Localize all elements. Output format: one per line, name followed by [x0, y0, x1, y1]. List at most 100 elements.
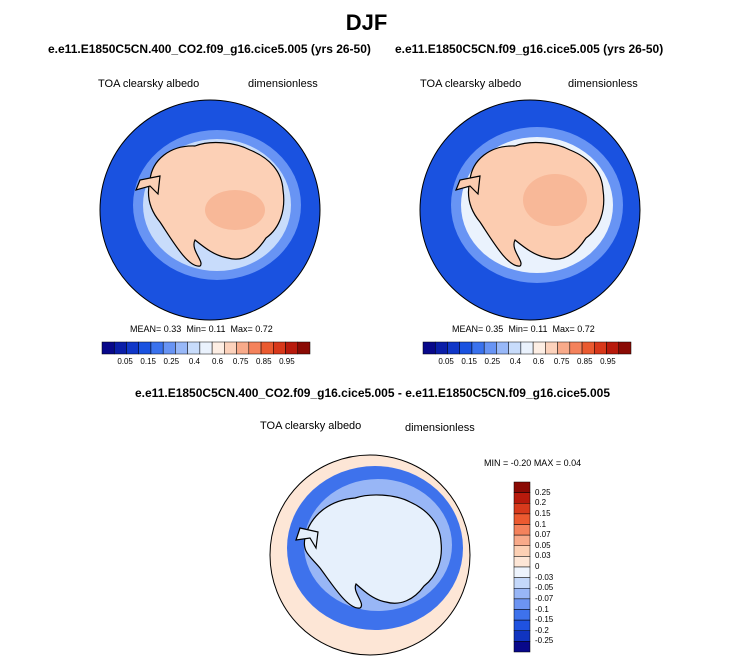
panel-b-units: dimensionless — [568, 78, 638, 90]
diff-colorbar-swatch — [513, 588, 531, 600]
panel-a-colorbar-swatch — [175, 341, 188, 355]
panel-a-colorbar-tick-label: 0.05 — [117, 357, 133, 366]
diff-colorbar-swatch — [513, 619, 531, 631]
panel-b-plateau — [523, 174, 587, 226]
panel-b-colorbar-swatch — [569, 341, 583, 355]
panel-b-colorbar-swatch — [422, 341, 436, 355]
diff-min-value: -0.20 — [510, 458, 532, 468]
diff-max-label: MAX = — [533, 458, 562, 468]
diff-min-label: MIN = — [484, 458, 509, 468]
diff-colorbar-swatch — [513, 492, 531, 504]
panel-a-colorbar-tick-label: 0.4 — [188, 357, 200, 366]
diff-max-value: 0.04 — [563, 458, 582, 468]
panel-b-colorbar-swatch — [581, 341, 595, 355]
panel-b-colorbar-swatch — [557, 341, 571, 355]
panel-a-colorbar-swatch — [126, 341, 139, 355]
panel-a-colorbar-tick-label: 0.25 — [163, 357, 180, 366]
diff-colorbar-swatch — [513, 598, 531, 610]
panel-a-colorbar-swatch — [162, 341, 176, 355]
panel-b-colorbar-tick-label: 0.25 — [484, 357, 501, 366]
panel-b-colorbar-tick-label: 0.85 — [576, 357, 593, 366]
panel-a-colorbar-swatch — [199, 341, 213, 355]
panel-a-colorbar-swatch — [224, 341, 237, 355]
panel-b-colorbar-swatch — [545, 341, 558, 355]
panel-b-mean-label: MEAN= — [452, 324, 484, 334]
panel-a-max-value: 0.72 — [255, 324, 273, 334]
diff-colorbar — [513, 481, 531, 653]
diff-peninsula — [295, 527, 319, 550]
panel-b-colorbar-swatch — [606, 341, 620, 355]
panel-b-colorbar-tick-label: 0.4 — [509, 357, 521, 366]
panel-b-colorbar-tick-label: 0.6 — [532, 357, 545, 366]
panel-a-min-label: Min= — [186, 324, 207, 334]
panel-a-variable: TOA clearsky albedo — [98, 78, 200, 90]
panel-a-colorbar-swatch — [211, 341, 225, 355]
panel-a-title: e.e11.E1850C5CN.400_CO2.f09_g16.cice5.00… — [48, 42, 371, 56]
panel-a-colorbar-tick-label: 0.15 — [140, 357, 156, 366]
panel-b-min-label: Min= — [508, 324, 529, 334]
diff-colorbar-tick-label: -0.07 — [535, 593, 554, 603]
diff-colorbar-swatch — [513, 566, 531, 578]
diff-stats: MIN = -0.20 MAX = 0.04 — [484, 458, 581, 468]
panel-a-mean-value: 0.33 — [163, 324, 182, 334]
panel-a-colorbar-tick-label: 0.95 — [279, 357, 295, 366]
diff-colorbar-tick-label: 0.07 — [535, 530, 551, 540]
panel-b-colorbar-swatch — [520, 341, 534, 355]
panel-b-colorbar-swatch — [459, 341, 473, 355]
diff-colorbar-tick-label: 0.2 — [535, 498, 547, 508]
diff-variable: TOA clearsky albedo — [260, 420, 362, 432]
panel-b-max-label: Max= — [552, 324, 575, 334]
panel-b-colorbar-tick-label: 0.15 — [461, 357, 477, 366]
diff-colorbar-tick-label: -0.25 — [535, 636, 554, 646]
panel-a-colorbar-swatch — [273, 341, 286, 355]
diff-colorbar-tick-label: -0.05 — [535, 583, 554, 593]
diff-antarctica — [303, 494, 442, 609]
diff-colorbar-swatch — [513, 524, 531, 536]
panel-a-colorbar-swatch — [113, 341, 127, 355]
panel-b-title: e.e11.E1850C5CN.f09_g16.cice5.005 (yrs 2… — [395, 42, 664, 56]
panel-b-colorbar — [422, 341, 632, 355]
panel-a-stats: MEAN= 0.33 Min= 0.11 Max= 0.72 — [130, 324, 273, 334]
panel-a-units: dimensionless — [248, 78, 318, 90]
panel-a-colorbar-swatch — [297, 341, 311, 355]
diff-units: dimensionless — [405, 422, 475, 434]
panel-a-colorbar — [101, 341, 311, 355]
panel-a-colorbar-tick-label: 0.85 — [255, 357, 272, 366]
panel-a-colorbar-swatch — [187, 341, 201, 355]
panel-b-colorbar-swatch — [508, 341, 522, 355]
panel-a-map — [100, 100, 320, 320]
panel-a-border — [99, 99, 321, 321]
panel-a-colorbar-swatch — [285, 341, 299, 355]
panel-b-map — [420, 100, 640, 320]
diff-colorbar-tick-label: 0 — [535, 562, 540, 571]
diff-colorbar-tick-label: -0.2 — [535, 625, 549, 635]
diff-colorbar-swatch — [513, 545, 531, 557]
panel-b-min-value: 0.11 — [530, 324, 548, 334]
figure-title: DJF — [345, 10, 388, 35]
panel-b-border — [419, 99, 641, 321]
diff-colorbar-swatch — [513, 641, 531, 653]
panel-b-colorbar-swatch — [594, 341, 607, 355]
diff-colorbar-tick-label: 0.05 — [535, 540, 551, 550]
diff-colorbar-tick-label: 0.15 — [535, 508, 551, 518]
diff-colorbar-swatch — [513, 556, 531, 568]
diff-colorbar-tick-label: -0.03 — [535, 572, 554, 582]
panel-b-colorbar-tick-label: 0.95 — [600, 357, 616, 366]
panel-a-max-label: Max= — [230, 324, 253, 334]
panel-a-colorbar-swatch — [248, 341, 262, 355]
panel-b-colorbar-swatch — [434, 341, 448, 355]
diff-colorbar-swatch — [513, 481, 531, 493]
diff-colorbar-tick-label: -0.15 — [535, 615, 554, 625]
panel-a-colorbar-swatch — [101, 341, 115, 355]
panel-b-colorbar-swatch — [532, 341, 546, 355]
panel-a-mean-label: MEAN= — [130, 324, 162, 334]
panel-b-colorbar-swatch — [471, 341, 485, 355]
panel-b-colorbar-swatch — [496, 341, 509, 355]
panel-b-colorbar-swatch — [447, 341, 460, 355]
panel-b-colorbar-swatch — [483, 341, 497, 355]
diff-map — [270, 455, 470, 655]
panel-a-colorbar-tick-label: 0.6 — [211, 357, 224, 366]
panel-b-mean-value: 0.35 — [485, 324, 504, 334]
panel-b-max-value: 0.72 — [577, 324, 595, 334]
